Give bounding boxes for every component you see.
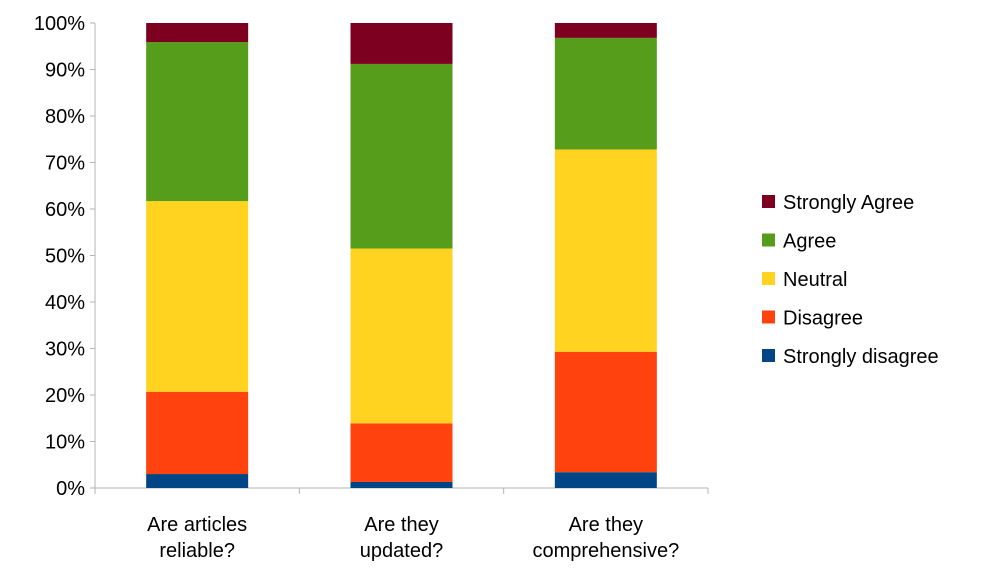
- y-tick-label: 40%: [45, 292, 85, 314]
- bar-segment-disagree: [350, 423, 453, 482]
- bar-segment-strongly-agree: [146, 23, 249, 43]
- legend-label-strongly-disagree: Strongly disagree: [783, 346, 939, 368]
- bar-segment-strongly-agree: [554, 23, 657, 38]
- legend-swatch-disagree: [762, 310, 775, 324]
- legend-label-disagree: Disagree: [783, 308, 863, 330]
- bar-segment-strongly-disagree: [554, 472, 657, 488]
- y-tick-label: 30%: [45, 339, 85, 361]
- y-tick-label: 90%: [45, 60, 85, 82]
- legend-swatch-strongly-agree: [762, 195, 775, 208]
- x-category-label: Are they comprehensive?: [532, 514, 679, 562]
- y-tick-label: 70%: [45, 153, 85, 175]
- bar-segment-neutral: [554, 149, 657, 352]
- bar-segment-agree: [554, 37, 657, 150]
- axes: 0% 10% 20% 30% 40% 50% 60% 70% 80% 90% 100% Are art…: [34, 13, 709, 562]
- x-category-label: Are they updated?: [360, 514, 443, 562]
- bar-segment-agree: [350, 63, 453, 249]
- y-tick-label: 10%: [45, 432, 85, 454]
- legend-swatch-strongly-disagree: [762, 349, 775, 362]
- bar-segment-disagree: [554, 351, 657, 473]
- y-tick-label: 60%: [45, 199, 85, 221]
- legend: Strongly Agree Agree Neutral Disagree Strong…: [762, 192, 939, 368]
- bar-segment-strongly-disagree: [350, 481, 453, 488]
- y-tick-label: 20%: [45, 385, 85, 407]
- x-category-label: Are articles reliable?: [147, 514, 247, 562]
- legend-label-agree: Agree: [783, 231, 836, 253]
- bar-segment-strongly-agree: [350, 23, 453, 64]
- bar-segment-neutral: [146, 201, 249, 392]
- bar-segment-agree: [146, 42, 249, 202]
- legend-label-strongly-agree: Strongly Agree: [783, 192, 914, 214]
- y-tick-label: 100%: [34, 13, 85, 35]
- y-tick-label: 80%: [45, 106, 85, 128]
- bar-segment-neutral: [350, 248, 453, 424]
- bar-segment-strongly-disagree: [146, 474, 249, 488]
- legend-swatch-neutral: [762, 272, 775, 285]
- y-tick-label: 50%: [45, 246, 85, 268]
- bar-segment-disagree: [146, 391, 249, 475]
- legend-label-neutral: Neutral: [783, 269, 847, 291]
- legend-swatch-agree: [762, 233, 775, 247]
- y-tick-label: 0%: [56, 478, 85, 500]
- bars: [146, 23, 657, 488]
